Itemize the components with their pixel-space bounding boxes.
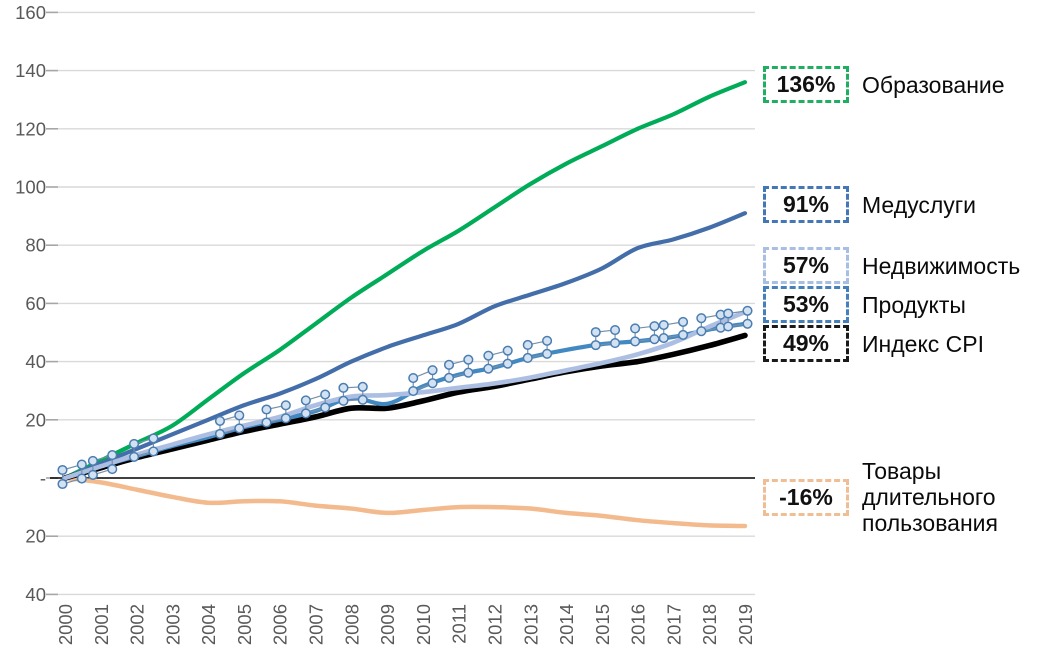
svg-text:80: 80 bbox=[25, 235, 46, 256]
svg-text:160: 160 bbox=[15, 2, 46, 23]
legend-label-produkty: Продукты bbox=[862, 291, 966, 318]
legend-item-nedvizhimost: 57% Недвижимость bbox=[763, 247, 1020, 284]
svg-text:2002: 2002 bbox=[127, 604, 148, 645]
legend-label-meduslugi: Медуслуги bbox=[862, 191, 977, 218]
line-produkty bbox=[62, 321, 748, 481]
svg-text:2012: 2012 bbox=[484, 604, 505, 645]
y-gridlines bbox=[46, 11, 755, 596]
svg-text:2014: 2014 bbox=[556, 604, 577, 645]
x-axis-labels: 2000 2001 2002 2003 2004 2005 2006 2007 2008 2009… bbox=[55, 604, 756, 645]
value-badge-tovary: -16% bbox=[763, 478, 849, 516]
legend-label-obrazovanie: Образование bbox=[862, 71, 1005, 98]
svg-text:2016: 2016 bbox=[628, 604, 649, 645]
svg-text:20: 20 bbox=[25, 409, 46, 430]
svg-text:40: 40 bbox=[25, 351, 46, 372]
value-badge-produkty: 53% bbox=[763, 286, 849, 323]
legend-item-obrazovanie: 136% Образование bbox=[763, 66, 1005, 103]
svg-text:2018: 2018 bbox=[699, 604, 720, 645]
value-badge-cpi: 49% bbox=[763, 325, 849, 362]
svg-text:2001: 2001 bbox=[91, 604, 112, 645]
svg-text:2005: 2005 bbox=[234, 604, 255, 645]
line-tovary bbox=[62, 475, 748, 529]
line-meduslugi bbox=[62, 211, 748, 481]
svg-text:2011: 2011 bbox=[449, 604, 470, 644]
svg-text:100: 100 bbox=[15, 177, 46, 198]
svg-text:2004: 2004 bbox=[198, 604, 219, 645]
legend-label-cpi: Индекс CPI bbox=[862, 330, 984, 357]
line-cpi bbox=[62, 332, 748, 481]
svg-text:140: 140 bbox=[15, 60, 46, 81]
legend-item-meduslugi: 91% Медуслуги bbox=[763, 186, 976, 223]
svg-text:20: 20 bbox=[25, 526, 46, 547]
svg-text:2009: 2009 bbox=[377, 604, 398, 645]
legend-item-tovary: -16% Товары длительного пользования bbox=[763, 458, 1038, 536]
value-badge-nedvizhimost: 57% bbox=[763, 247, 849, 284]
svg-text:120: 120 bbox=[15, 118, 46, 139]
y-axis-labels: 160 140 120 100 80 60 40 20 - 20 40 bbox=[15, 2, 46, 605]
svg-text:2007: 2007 bbox=[306, 604, 327, 645]
svg-text:2006: 2006 bbox=[270, 604, 291, 645]
svg-text:2003: 2003 bbox=[162, 604, 183, 645]
svg-text:2019: 2019 bbox=[735, 604, 756, 645]
svg-text:2015: 2015 bbox=[592, 604, 613, 645]
svg-text:2010: 2010 bbox=[413, 604, 434, 645]
line-obrazovanie bbox=[62, 80, 748, 481]
svg-text:2013: 2013 bbox=[520, 604, 541, 645]
value-badge-obrazovanie: 136% bbox=[763, 66, 849, 103]
svg-text:-: - bbox=[40, 468, 46, 489]
svg-text:40: 40 bbox=[25, 584, 46, 605]
svg-text:2000: 2000 bbox=[55, 604, 76, 645]
value-badge-meduslugi: 91% bbox=[763, 186, 849, 223]
line-nedvizhimost bbox=[62, 309, 748, 481]
legend-label-tovary: Товары длительного пользования bbox=[862, 458, 998, 536]
svg-text:60: 60 bbox=[25, 293, 46, 314]
produkty-data-point-markers bbox=[57, 305, 753, 490]
svg-text:2008: 2008 bbox=[341, 604, 362, 645]
svg-text:2017: 2017 bbox=[663, 604, 684, 645]
legend-item-cpi: 49% Индекс CPI bbox=[763, 325, 984, 362]
legend-item-produkty: 53% Продукты bbox=[763, 286, 966, 323]
legend-label-nedvizhimost: Недвижимость bbox=[862, 252, 1021, 279]
